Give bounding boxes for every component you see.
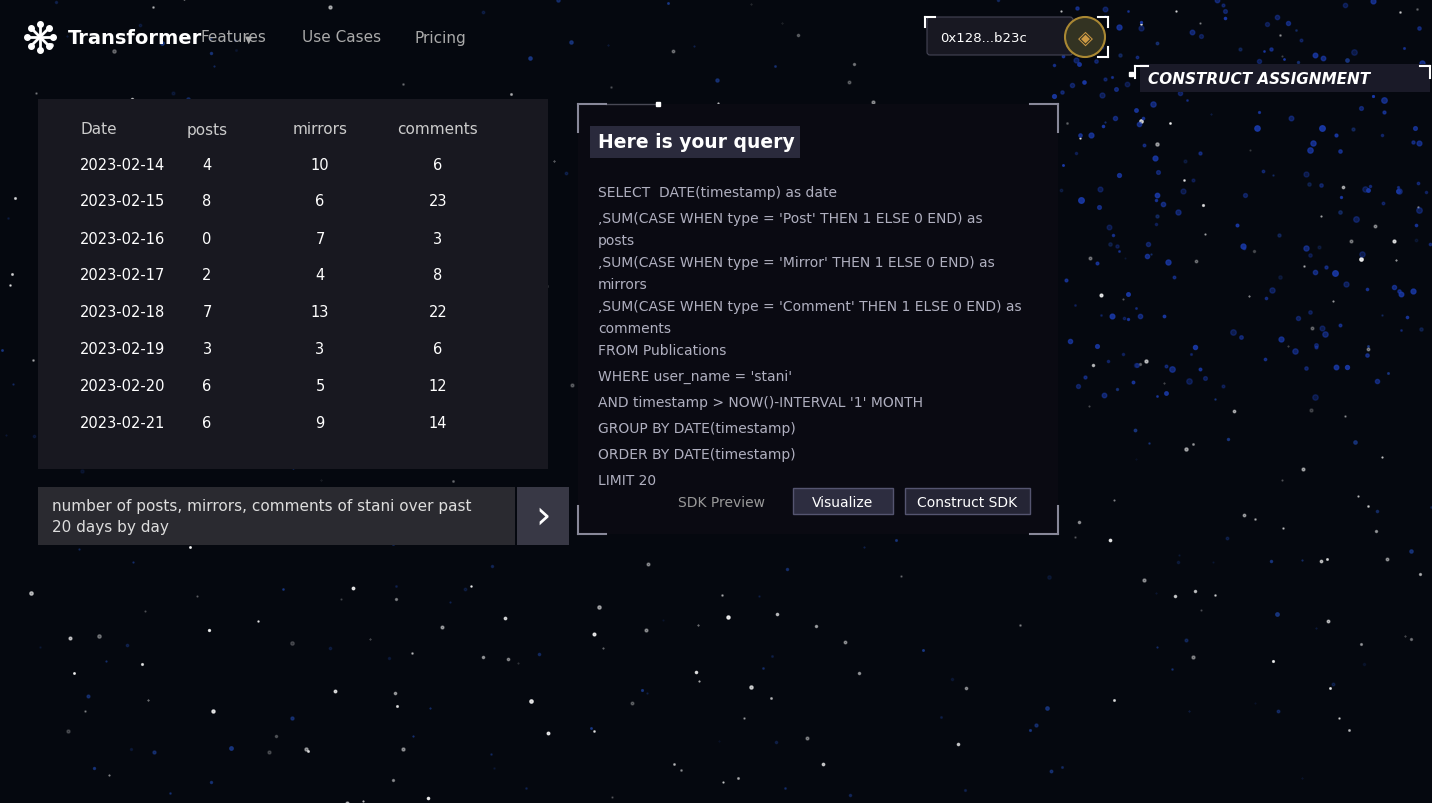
Text: CONSTRUCT ASSIGNMENT: CONSTRUCT ASSIGNMENT: [1148, 71, 1370, 87]
Text: Pricing: Pricing: [415, 31, 467, 46]
Text: 8: 8: [434, 268, 442, 283]
Text: AND timestamp > NOW()-INTERVAL '1' MONTH: AND timestamp > NOW()-INTERVAL '1' MONTH: [599, 396, 924, 410]
Text: 0x128...b23c: 0x128...b23c: [939, 32, 1027, 46]
Text: 4: 4: [202, 157, 212, 173]
Text: 2023-02-21: 2023-02-21: [80, 416, 165, 431]
Text: WHERE user_name = 'stani': WHERE user_name = 'stani': [599, 369, 792, 384]
Text: 2023-02-18: 2023-02-18: [80, 305, 165, 320]
Text: 6: 6: [202, 379, 212, 394]
Text: 0: 0: [202, 231, 212, 247]
Text: SELECT  DATE(timestamp) as date: SELECT DATE(timestamp) as date: [599, 185, 836, 200]
Bar: [39, 100, 548, 470]
Text: comments: comments: [599, 321, 672, 336]
Bar: [579, 105, 1058, 534]
Text: 13: 13: [311, 305, 329, 320]
Bar: [590, 127, 800, 159]
Text: ORDER BY DATE(timestamp): ORDER BY DATE(timestamp): [599, 447, 796, 462]
Text: 6: 6: [315, 194, 325, 210]
Text: LIMIT 20: LIMIT 20: [599, 474, 656, 487]
Text: 6: 6: [434, 342, 442, 357]
Bar: [793, 488, 894, 515]
Text: 20 days by day: 20 days by day: [52, 520, 169, 535]
Bar: [905, 488, 1030, 515]
Text: SDK Preview: SDK Preview: [677, 495, 765, 509]
Text: 2023-02-16: 2023-02-16: [80, 231, 165, 247]
Text: 5: 5: [315, 379, 325, 394]
Text: 3: 3: [315, 342, 325, 357]
Text: 6: 6: [202, 416, 212, 431]
Text: 2023-02-20: 2023-02-20: [80, 379, 166, 394]
Text: Use Cases: Use Cases: [302, 31, 381, 46]
Text: mirrors: mirrors: [292, 122, 348, 137]
Text: 22: 22: [428, 305, 447, 320]
Text: FROM Publications: FROM Publications: [599, 344, 726, 357]
Text: 8: 8: [202, 194, 212, 210]
Text: 6: 6: [434, 157, 442, 173]
Text: GROUP BY DATE(timestamp): GROUP BY DATE(timestamp): [599, 422, 796, 435]
Text: 2: 2: [202, 268, 212, 283]
Bar: [39, 487, 516, 545]
Text: posts: posts: [599, 234, 636, 247]
Text: Date: Date: [80, 122, 116, 137]
Text: ,SUM(CASE WHEN type = 'Comment' THEN 1 ELSE 0 END) as: ,SUM(CASE WHEN type = 'Comment' THEN 1 E…: [599, 300, 1021, 314]
Text: comments: comments: [398, 122, 478, 137]
Text: Construct SDK: Construct SDK: [916, 495, 1017, 509]
FancyBboxPatch shape: [927, 18, 1073, 56]
Text: ›: ›: [536, 497, 551, 536]
Text: 10: 10: [311, 157, 329, 173]
Bar: [517, 487, 569, 545]
Text: 2023-02-19: 2023-02-19: [80, 342, 165, 357]
Text: ▼: ▼: [245, 35, 252, 45]
Text: mirrors: mirrors: [599, 278, 647, 291]
Bar: [1140, 65, 1431, 93]
Text: 3: 3: [434, 231, 442, 247]
Text: 4: 4: [315, 268, 325, 283]
Text: 9: 9: [315, 416, 325, 431]
Text: Visualize: Visualize: [812, 495, 874, 509]
Text: 7: 7: [202, 305, 212, 320]
Text: 3: 3: [202, 342, 212, 357]
Text: Here is your query: Here is your query: [599, 133, 795, 153]
Text: number of posts, mirrors, comments of stani over past: number of posts, mirrors, comments of st…: [52, 498, 471, 513]
Text: 2023-02-14: 2023-02-14: [80, 157, 165, 173]
Text: Features: Features: [200, 31, 266, 46]
Text: 12: 12: [428, 379, 447, 394]
Text: 7: 7: [315, 231, 325, 247]
Circle shape: [1065, 18, 1106, 58]
Text: 2023-02-15: 2023-02-15: [80, 194, 165, 210]
Text: 14: 14: [428, 416, 447, 431]
Text: 23: 23: [428, 194, 447, 210]
Text: ◈: ◈: [1077, 28, 1093, 47]
Text: ,SUM(CASE WHEN type = 'Mirror' THEN 1 ELSE 0 END) as: ,SUM(CASE WHEN type = 'Mirror' THEN 1 EL…: [599, 255, 995, 270]
Text: 2023-02-17: 2023-02-17: [80, 268, 165, 283]
Text: ,SUM(CASE WHEN type = 'Post' THEN 1 ELSE 0 END) as: ,SUM(CASE WHEN type = 'Post' THEN 1 ELSE…: [599, 212, 982, 226]
Text: posts: posts: [186, 122, 228, 137]
Text: Transformer: Transformer: [67, 28, 202, 47]
